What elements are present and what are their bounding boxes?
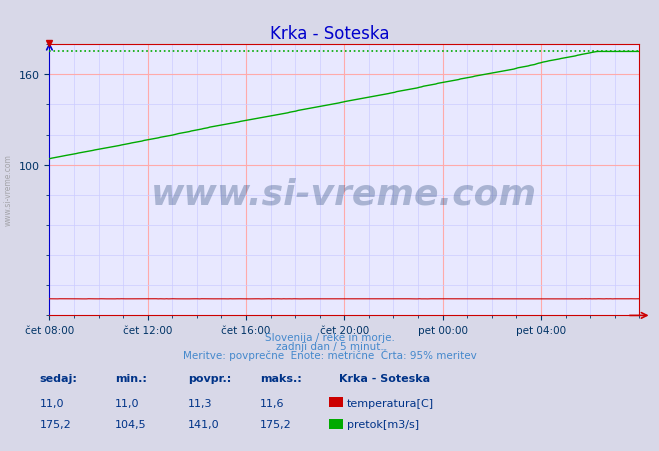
Text: 11,0: 11,0 — [115, 398, 140, 408]
Text: 175,2: 175,2 — [40, 419, 71, 429]
Text: temperatura[C]: temperatura[C] — [347, 398, 434, 408]
Text: 11,6: 11,6 — [260, 398, 285, 408]
Text: Krka - Soteska: Krka - Soteska — [339, 373, 430, 383]
Text: Slovenija / reke in morje.: Slovenija / reke in morje. — [264, 332, 395, 342]
Text: 104,5: 104,5 — [115, 419, 147, 429]
Text: 11,0: 11,0 — [40, 398, 64, 408]
Text: Meritve: povprečne  Enote: metrične  Črta: 95% meritev: Meritve: povprečne Enote: metrične Črta:… — [183, 349, 476, 360]
Text: www.si-vreme.com: www.si-vreme.com — [152, 177, 537, 211]
Text: Krka - Soteska: Krka - Soteska — [270, 25, 389, 43]
Text: 11,3: 11,3 — [188, 398, 212, 408]
Text: 141,0: 141,0 — [188, 419, 219, 429]
Text: maks.:: maks.: — [260, 373, 302, 383]
Text: zadnji dan / 5 minut.: zadnji dan / 5 minut. — [275, 341, 384, 351]
Text: 175,2: 175,2 — [260, 419, 292, 429]
Text: www.si-vreme.com: www.si-vreme.com — [3, 153, 13, 226]
Text: sedaj:: sedaj: — [40, 373, 77, 383]
Text: povpr.:: povpr.: — [188, 373, 231, 383]
Text: min.:: min.: — [115, 373, 147, 383]
Text: pretok[m3/s]: pretok[m3/s] — [347, 419, 418, 429]
